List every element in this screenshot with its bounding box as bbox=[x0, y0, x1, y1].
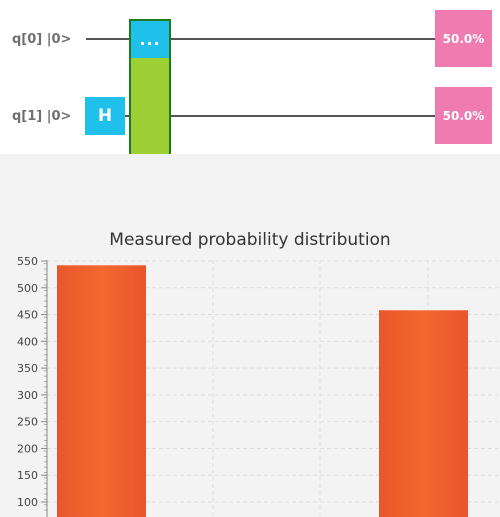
circuit-editor: q[0] |0> q[1] |0> H ... 50.0% 50.0% bbox=[0, 0, 500, 154]
qubit-1-probability-label: 50.0% bbox=[443, 109, 485, 123]
y-tick-label: 100 bbox=[17, 496, 38, 509]
y-tick-label: 350 bbox=[17, 362, 38, 375]
hadamard-gate-label: H bbox=[98, 106, 112, 126]
y-tick-label: 550 bbox=[17, 255, 38, 268]
qubit-1-label: q[1] |0> bbox=[12, 109, 71, 125]
y-tick-label: 150 bbox=[17, 469, 38, 482]
y-tick-label: 250 bbox=[17, 416, 38, 429]
bar-1[interactable] bbox=[379, 310, 468, 517]
controlled-gate-label: ... bbox=[139, 30, 160, 49]
y-tick-label: 400 bbox=[17, 335, 38, 348]
qubit-0-label: q[0] |0> bbox=[12, 32, 71, 48]
controlled-gate-top: ... bbox=[131, 21, 169, 58]
bar-0[interactable] bbox=[57, 265, 146, 517]
probability-chart: Measured probability distribution 100 150… bbox=[0, 154, 500, 517]
qubit-1-probability[interactable]: 50.0% bbox=[435, 87, 492, 144]
y-axis: 100 150 200 250 300 350 400 450 500 550 bbox=[17, 255, 47, 517]
y-tick-label: 300 bbox=[17, 389, 38, 402]
y-tick-label: 200 bbox=[17, 442, 38, 455]
chart-title: Measured probability distribution bbox=[109, 230, 390, 250]
qubit-0-probability[interactable]: 50.0% bbox=[435, 10, 492, 67]
y-tick-label: 500 bbox=[17, 282, 38, 295]
qubit-0-probability-label: 50.0% bbox=[443, 32, 485, 46]
probability-chart-panel: Measured probability distribution 100 150… bbox=[0, 154, 500, 517]
hadamard-gate[interactable]: H bbox=[85, 97, 125, 135]
y-tick-label: 450 bbox=[17, 309, 38, 322]
bars bbox=[57, 265, 468, 517]
